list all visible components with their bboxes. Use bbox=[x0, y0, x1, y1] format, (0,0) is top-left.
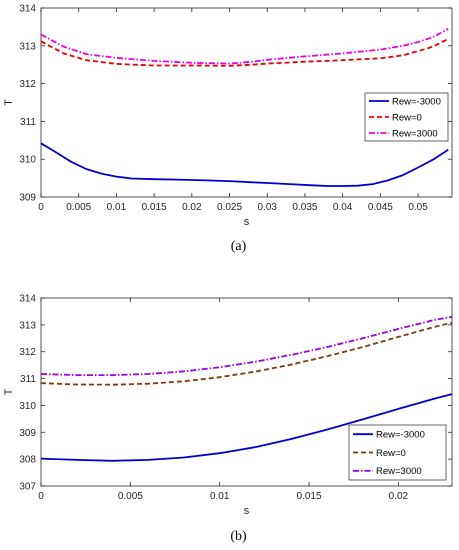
axes-frame-b bbox=[40, 297, 453, 487]
y-axis-label-a: T bbox=[3, 99, 15, 106]
series-line-b-1 bbox=[40, 321, 453, 386]
y-tick-label-a: 309 bbox=[19, 193, 36, 204]
caption-b: (b) bbox=[230, 529, 247, 544]
series-line-b-2 bbox=[40, 315, 453, 377]
series-line-a-0 bbox=[40, 142, 449, 187]
y-axis-label-b: T bbox=[3, 388, 15, 395]
y-tick-label-b: 313 bbox=[19, 320, 36, 331]
x-tick-label-b: 0.01 bbox=[210, 491, 230, 502]
x-tick-label-b: 0.005 bbox=[118, 491, 143, 502]
y-tick-label-b: 307 bbox=[19, 482, 36, 493]
x-tick-label-a: 0.035 bbox=[292, 202, 317, 213]
x-tick-label-a: 0.05 bbox=[408, 202, 428, 213]
x-tick-label-a: 0.01 bbox=[107, 202, 127, 213]
x-tick-label-b: 0.015 bbox=[297, 491, 322, 502]
y-tick-label-a: 310 bbox=[19, 155, 36, 166]
legend-label-b-0: Rew=-3000 bbox=[376, 429, 425, 440]
y-tick-label-b: 311 bbox=[20, 374, 36, 385]
legend-label-a-2: Rew=3000 bbox=[392, 128, 438, 139]
legend-label-b-2: Rew=3000 bbox=[376, 466, 422, 477]
x-axis-label-b: s bbox=[244, 505, 250, 517]
legend-label-a-1: Rew=0 bbox=[392, 112, 422, 123]
legend-label-b-1: Rew=0 bbox=[376, 448, 406, 459]
x-tick-label-b: 0 bbox=[38, 491, 44, 502]
series-line-a-2 bbox=[40, 28, 449, 65]
legend-label-a-0: Rew=-3000 bbox=[392, 96, 441, 107]
y-tick-label-b: 310 bbox=[19, 401, 36, 412]
y-tick-label-b: 308 bbox=[19, 455, 36, 466]
x-tick-label-a: 0.04 bbox=[333, 202, 353, 213]
y-tick-label-a: 313 bbox=[19, 41, 36, 52]
series-line-b-0 bbox=[40, 393, 453, 462]
x-tick-label-a: 0.045 bbox=[368, 202, 393, 213]
x-tick-label-a: 0.03 bbox=[258, 202, 278, 213]
y-tick-label-a: 311 bbox=[20, 117, 36, 128]
x-tick-label-b: 0.02 bbox=[389, 491, 409, 502]
y-tick-label-a: 312 bbox=[19, 79, 36, 90]
axes-frame-a bbox=[40, 7, 453, 198]
x-tick-label-a: 0.025 bbox=[217, 202, 242, 213]
y-tick-label-b: 309 bbox=[19, 428, 36, 439]
series-line-a-1 bbox=[40, 38, 449, 67]
y-tick-label-b: 314 bbox=[19, 294, 36, 305]
x-axis-label-a: s bbox=[244, 216, 250, 228]
x-tick-label-a: 0.005 bbox=[66, 202, 91, 213]
y-tick-label-a: 314 bbox=[19, 4, 36, 15]
caption-a: (a) bbox=[231, 239, 247, 254]
y-tick-label-b: 312 bbox=[19, 347, 36, 358]
x-tick-label-a: 0 bbox=[38, 202, 44, 213]
x-tick-label-a: 0.02 bbox=[182, 202, 202, 213]
x-tick-label-a: 0.015 bbox=[142, 202, 167, 213]
